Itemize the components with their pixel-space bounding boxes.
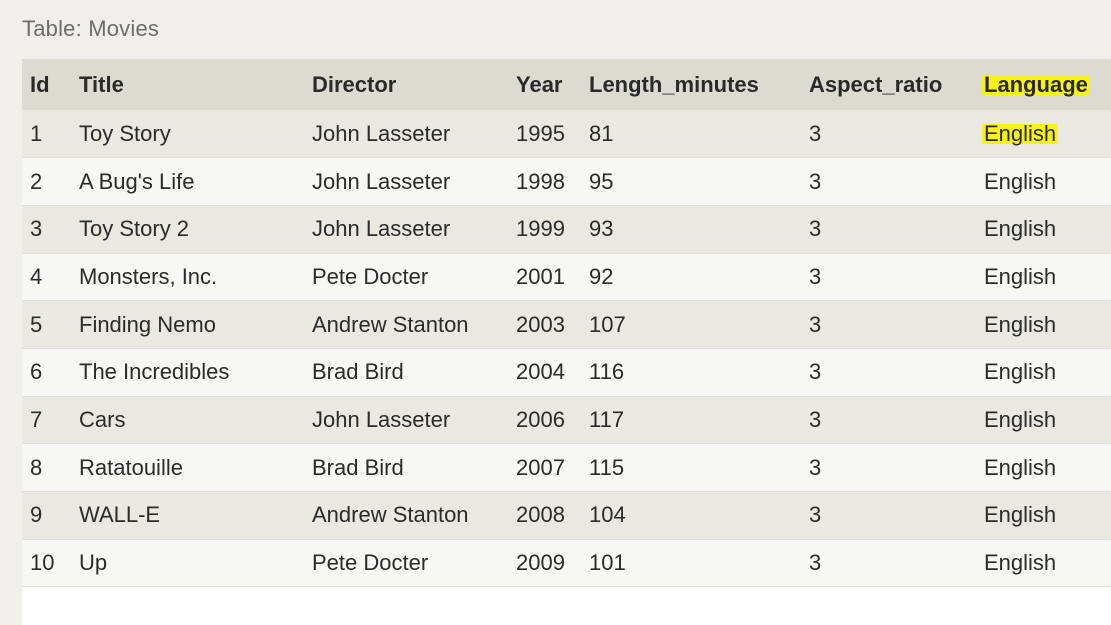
cell-director: Brad Bird: [312, 359, 404, 385]
table-row[interactable]: 7 Cars John Lasseter 2006 117 3 English: [22, 396, 1111, 444]
cell-title: Toy Story 2: [79, 216, 190, 242]
cell-language: English: [984, 502, 1057, 528]
cell-length-minutes: 81: [589, 120, 614, 146]
cell-director: John Lasseter: [312, 216, 451, 242]
cell-year: 1995: [516, 120, 565, 146]
cell-year: 1998: [516, 168, 565, 194]
table-row[interactable]: 3 Toy Story 2 John Lasseter 1999 93 3 English: [22, 205, 1111, 254]
highlight-mark: [982, 74, 1090, 95]
cell-language: English: [984, 550, 1057, 576]
cell-length-minutes: 107: [589, 311, 626, 337]
cell-year: 2003: [516, 311, 565, 337]
table-row[interactable]: 2 A Bug's Life John Lasseter 1998 95 3 English: [22, 157, 1111, 206]
cell-id: 3: [30, 216, 43, 242]
highlight-mark: [982, 123, 1059, 144]
cell-director: John Lasseter: [312, 168, 451, 194]
cell-director: Brad Bird: [312, 454, 404, 480]
column-header-length-minutes[interactable]: Length_minutes: [589, 71, 759, 97]
table-row[interactable]: 8 Ratatouille Brad Bird 2007 115 3 English: [22, 443, 1111, 492]
cell-length-minutes: 92: [589, 263, 614, 289]
cell-id: 8: [30, 454, 43, 480]
cell-id: 2: [30, 168, 43, 194]
movies-table: Id Title Director Year Length_minutes As…: [22, 59, 1111, 587]
cell-title: WALL-E: [79, 502, 161, 528]
cell-aspect-ratio: 3: [809, 502, 822, 528]
cell-language: English: [984, 168, 1057, 194]
table-header: Id Title Director Year Length_minutes As…: [22, 59, 1111, 110]
table-row[interactable]: 1 Toy Story John Lasseter 1995 81 3 English: [22, 110, 1111, 158]
cell-title: Ratatouille: [79, 454, 183, 480]
cell-year: 2008: [516, 502, 565, 528]
cell-aspect-ratio: 3: [809, 454, 822, 480]
header-row: Id Title Director Year Length_minutes As…: [22, 59, 1111, 110]
cell-id: 10: [30, 550, 55, 576]
column-header-id[interactable]: Id: [30, 71, 50, 97]
column-header-year[interactable]: Year: [516, 71, 563, 97]
cell-id: 1: [30, 120, 43, 146]
movies-table-container: Id Title Director Year Length_minutes As…: [22, 59, 1111, 625]
cell-aspect-ratio: 3: [809, 311, 822, 337]
cell-title: Monsters, Inc.: [79, 263, 218, 289]
cell-language: English: [984, 311, 1057, 337]
table-row[interactable]: 6 The Incredibles Brad Bird 2004 116 3 English: [22, 348, 1111, 397]
table-row[interactable]: 4 Monsters, Inc. Pete Docter 2001 92 3 English: [22, 253, 1111, 301]
cell-aspect-ratio: 3: [809, 216, 822, 242]
cell-language: English: [984, 359, 1057, 385]
column-header-language[interactable]: Language: [978, 59, 1111, 110]
cell-id: 4: [30, 263, 43, 289]
cell-year: 2006: [516, 406, 565, 432]
cell-language: English: [984, 454, 1057, 480]
cell-aspect-ratio: 3: [809, 406, 822, 432]
table-caption: Table: Movies: [22, 16, 160, 41]
table-row[interactable]: 9 WALL-E Andrew Stanton 2008 104 3 English: [22, 491, 1111, 540]
cell-aspect-ratio: 3: [809, 120, 822, 146]
cell-director: Andrew Stanton: [312, 311, 469, 337]
highlighted-header-language: Language: [982, 71, 1090, 97]
cell-title: Finding Nemo: [79, 311, 216, 337]
column-header-aspect-ratio[interactable]: Aspect_ratio: [809, 71, 943, 97]
cell-length-minutes: 104: [589, 502, 626, 528]
cell-length-minutes: 117: [589, 406, 625, 432]
cell-director: Pete Docter: [312, 263, 429, 289]
cell-year: 2009: [516, 550, 565, 576]
cell-title: Toy Story: [79, 120, 171, 146]
table-body: 1 Toy Story John Lasseter 1995 81 3 English 2 A …: [22, 110, 1111, 587]
cell-year: 1999: [516, 216, 565, 242]
cell-year: 2001: [516, 263, 565, 289]
cell-director: John Lasseter: [312, 120, 451, 146]
cell-director: John Lasseter: [312, 406, 451, 432]
cell-aspect-ratio: 3: [809, 168, 822, 194]
cell-aspect-ratio: 3: [809, 263, 822, 289]
cell-id: 6: [30, 359, 43, 385]
cell-id: 5: [30, 311, 43, 337]
cell-length-minutes: 115: [589, 454, 625, 480]
cell-year: 2007: [516, 454, 565, 480]
cell-director: Andrew Stanton: [312, 502, 469, 528]
cell-title: The Incredibles: [79, 359, 230, 385]
cell-id: 7: [30, 406, 43, 432]
cell-year: 2004: [516, 359, 565, 385]
cell-length-minutes: 116: [589, 359, 625, 385]
cell-aspect-ratio: 3: [809, 550, 822, 576]
cell-language: English: [978, 110, 1111, 158]
table-row[interactable]: 5 Finding Nemo Andrew Stanton 2003 107 3 Engli…: [22, 300, 1111, 349]
cell-length-minutes: 93: [589, 216, 614, 242]
cell-title: Up: [79, 550, 108, 576]
cell-length-minutes: 101: [589, 550, 626, 576]
table-row[interactable]: 10 Up Pete Docter 2009 101 3 English: [22, 539, 1111, 587]
cell-language: English: [984, 263, 1057, 289]
column-header-title[interactable]: Title: [79, 71, 124, 97]
cell-director: Pete Docter: [312, 550, 429, 576]
cell-title: A Bug's Life: [79, 168, 195, 194]
cell-title: Cars: [79, 406, 126, 432]
highlighted-cell-language: English: [982, 120, 1059, 146]
cell-length-minutes: 95: [589, 168, 614, 194]
cell-id: 9: [30, 502, 43, 528]
cell-language: English: [984, 406, 1057, 432]
column-header-director[interactable]: Director: [312, 71, 397, 97]
cell-aspect-ratio: 3: [809, 359, 822, 385]
cell-language: English: [984, 216, 1057, 242]
